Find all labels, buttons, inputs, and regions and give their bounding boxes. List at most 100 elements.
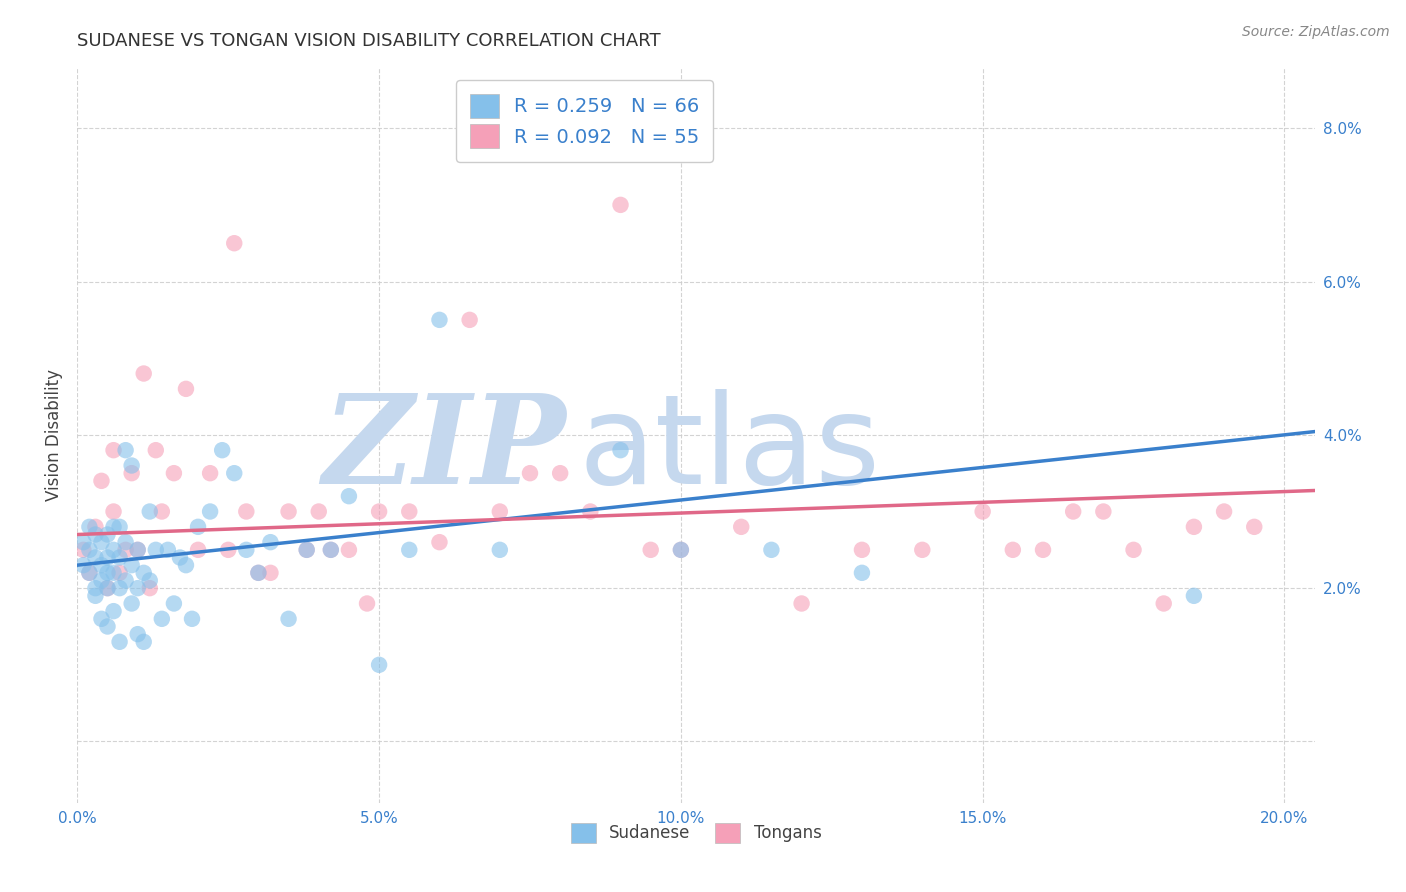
Point — [398, 504, 420, 518]
Point — [187, 542, 209, 557]
Point — [972, 504, 994, 518]
Point — [114, 443, 136, 458]
Point — [139, 504, 162, 518]
Point — [96, 566, 118, 580]
Point — [247, 566, 270, 580]
Point — [121, 458, 143, 473]
Point — [121, 597, 143, 611]
Point — [1153, 597, 1175, 611]
Point — [72, 535, 94, 549]
Point — [548, 466, 571, 480]
Point — [127, 627, 149, 641]
Point — [103, 520, 125, 534]
Point — [669, 542, 692, 557]
Point — [790, 597, 813, 611]
Point — [108, 566, 131, 580]
Point — [127, 581, 149, 595]
Point — [96, 619, 118, 633]
Point — [90, 558, 112, 573]
Point — [1182, 589, 1205, 603]
Point — [90, 535, 112, 549]
Point — [121, 466, 143, 480]
Point — [103, 604, 125, 618]
Point — [198, 466, 221, 480]
Point — [103, 443, 125, 458]
Point — [127, 542, 149, 557]
Point — [1243, 520, 1265, 534]
Point — [84, 589, 107, 603]
Point — [72, 542, 94, 557]
Point — [319, 542, 342, 557]
Point — [79, 520, 101, 534]
Point — [337, 489, 360, 503]
Point — [108, 550, 131, 565]
Point — [669, 542, 692, 557]
Point — [174, 382, 197, 396]
Point — [609, 198, 631, 212]
Point — [79, 566, 101, 580]
Point — [108, 635, 131, 649]
Point — [1213, 504, 1236, 518]
Text: atlas: atlas — [578, 389, 880, 510]
Point — [79, 542, 101, 557]
Point — [277, 504, 299, 518]
Point — [132, 367, 155, 381]
Point — [488, 542, 510, 557]
Point — [368, 657, 391, 672]
Point — [90, 574, 112, 588]
Point — [96, 550, 118, 565]
Point — [911, 542, 934, 557]
Point — [90, 474, 112, 488]
Point — [295, 542, 318, 557]
Point — [319, 542, 342, 557]
Point — [277, 612, 299, 626]
Point — [308, 504, 330, 518]
Point — [114, 535, 136, 549]
Point — [579, 504, 602, 518]
Point — [458, 313, 481, 327]
Point — [235, 504, 257, 518]
Point — [247, 566, 270, 580]
Point — [84, 550, 107, 565]
Point — [337, 542, 360, 557]
Point — [103, 504, 125, 518]
Point — [163, 466, 186, 480]
Point — [259, 566, 281, 580]
Point — [295, 542, 318, 557]
Point — [851, 542, 873, 557]
Point — [156, 542, 179, 557]
Point — [224, 466, 246, 480]
Point — [1182, 520, 1205, 534]
Point — [356, 597, 378, 611]
Point — [1001, 542, 1024, 557]
Point — [114, 542, 136, 557]
Point — [132, 566, 155, 580]
Point — [429, 535, 451, 549]
Point — [145, 443, 167, 458]
Point — [132, 635, 155, 649]
Point — [163, 597, 186, 611]
Point — [235, 542, 257, 557]
Point — [127, 542, 149, 557]
Point — [103, 566, 125, 580]
Point — [108, 520, 131, 534]
Point — [121, 558, 143, 573]
Point — [139, 574, 162, 588]
Y-axis label: Vision Disability: Vision Disability — [45, 369, 63, 500]
Point — [84, 520, 107, 534]
Point — [488, 504, 510, 518]
Point — [79, 566, 101, 580]
Point — [114, 574, 136, 588]
Point — [1092, 504, 1115, 518]
Point — [108, 581, 131, 595]
Point — [429, 313, 451, 327]
Point — [145, 542, 167, 557]
Point — [169, 550, 191, 565]
Legend: Sudanese, Tongans: Sudanese, Tongans — [564, 816, 828, 850]
Point — [187, 520, 209, 534]
Point — [224, 236, 246, 251]
Point — [519, 466, 541, 480]
Point — [730, 520, 752, 534]
Point — [217, 542, 239, 557]
Point — [1122, 542, 1144, 557]
